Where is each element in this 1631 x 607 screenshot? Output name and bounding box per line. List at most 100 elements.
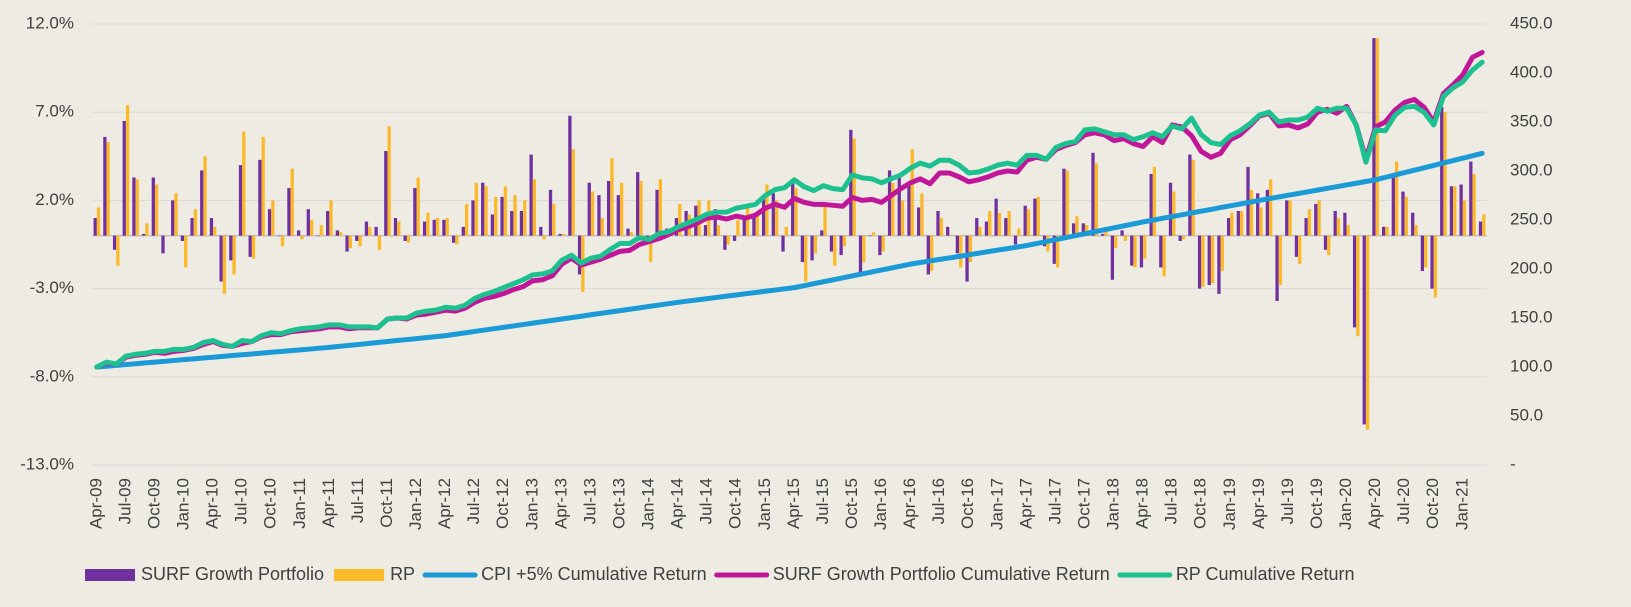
bar (403, 235, 407, 241)
bar (813, 235, 818, 254)
bar (474, 182, 478, 236)
x-tick-label: Oct-16 (958, 478, 977, 529)
bar (1159, 235, 1163, 268)
bar (1139, 235, 1144, 268)
bar (1004, 218, 1008, 236)
bar (771, 193, 775, 236)
bar (703, 225, 708, 236)
x-tick-label: Jan-15 (755, 478, 774, 530)
bar (251, 235, 256, 259)
bar (1133, 235, 1137, 268)
bar (616, 195, 620, 236)
bar (358, 235, 362, 247)
bar (1094, 163, 1098, 236)
bar (1081, 223, 1085, 236)
bar (445, 218, 449, 236)
bar (881, 235, 885, 252)
bar (432, 219, 436, 236)
x-tick-label: Jan-11 (290, 478, 309, 529)
bar (946, 226, 950, 236)
bar (1249, 189, 1253, 236)
bar (978, 226, 982, 236)
bar (1123, 235, 1128, 241)
x-tick-label: Jan-20 (1336, 478, 1355, 530)
x-tick-label: Jul-12 (464, 478, 483, 524)
bar (1007, 210, 1011, 236)
y-tick-label: 7.0% (35, 102, 74, 121)
x-tick-label: Jan-13 (522, 478, 541, 530)
bar (190, 218, 194, 236)
bar (154, 184, 159, 236)
bar (678, 203, 682, 236)
bar (1362, 235, 1366, 425)
bar (258, 159, 262, 236)
bar (271, 200, 275, 236)
bar (988, 210, 992, 236)
bar (1120, 230, 1124, 236)
y-tick-label: 2.0% (35, 190, 74, 209)
bar (519, 210, 524, 236)
bar (655, 189, 659, 236)
bar (174, 193, 178, 236)
bar (1143, 235, 1147, 259)
bar (529, 154, 533, 236)
y-tick-label: -3.0% (30, 278, 74, 297)
bar (290, 168, 294, 236)
x-tick-label: Oct-15 (842, 478, 861, 529)
x-tick-label: Jan-10 (174, 478, 193, 530)
bar (242, 131, 246, 236)
y2-tick-label: 400.0 (1510, 62, 1553, 81)
bar (500, 196, 504, 236)
x-tick-label: Oct-12 (493, 478, 512, 529)
bar (106, 142, 110, 236)
bar (1294, 235, 1299, 257)
bar (1210, 235, 1215, 284)
bar (513, 195, 517, 236)
bar (542, 235, 546, 240)
bar (406, 235, 411, 243)
bar (222, 235, 227, 294)
bar (910, 149, 914, 236)
x-tick-label: Oct-20 (1423, 478, 1442, 529)
bar (839, 235, 843, 256)
bar (1178, 235, 1182, 241)
bar (1188, 154, 1192, 236)
bar (1084, 225, 1089, 236)
bar (1440, 106, 1444, 236)
bar (1443, 112, 1447, 236)
bar (936, 210, 940, 236)
bar (1469, 161, 1473, 236)
bar (377, 235, 382, 250)
x-tick-label: Apr-11 (319, 478, 338, 528)
bar (335, 230, 340, 236)
bar (1343, 212, 1347, 236)
x-tick-label: Jul-20 (1394, 478, 1413, 524)
bar (794, 188, 798, 236)
bar (1226, 218, 1231, 236)
bar (878, 235, 882, 256)
bar (164, 235, 168, 237)
bar (180, 235, 185, 241)
bar (141, 233, 146, 236)
x-tick-label: Oct-11 (377, 478, 396, 528)
bar (1275, 235, 1279, 301)
y2-tick-label: 100.0 (1510, 356, 1553, 375)
x-tick-label: Jul-18 (1162, 478, 1181, 524)
bar (442, 219, 446, 236)
bar (387, 126, 391, 236)
bar (184, 235, 188, 268)
bar (171, 200, 175, 236)
x-tick-label: Jul-16 (929, 478, 948, 524)
bar (461, 226, 465, 236)
bar (232, 235, 236, 275)
bar (96, 207, 101, 236)
legend-swatch (85, 569, 135, 581)
bar (858, 235, 863, 273)
bar (823, 202, 827, 236)
bar (939, 218, 943, 236)
bar (455, 235, 459, 245)
bar (1162, 235, 1166, 277)
bar (348, 235, 353, 249)
bar (1424, 235, 1428, 268)
bar (151, 177, 155, 236)
